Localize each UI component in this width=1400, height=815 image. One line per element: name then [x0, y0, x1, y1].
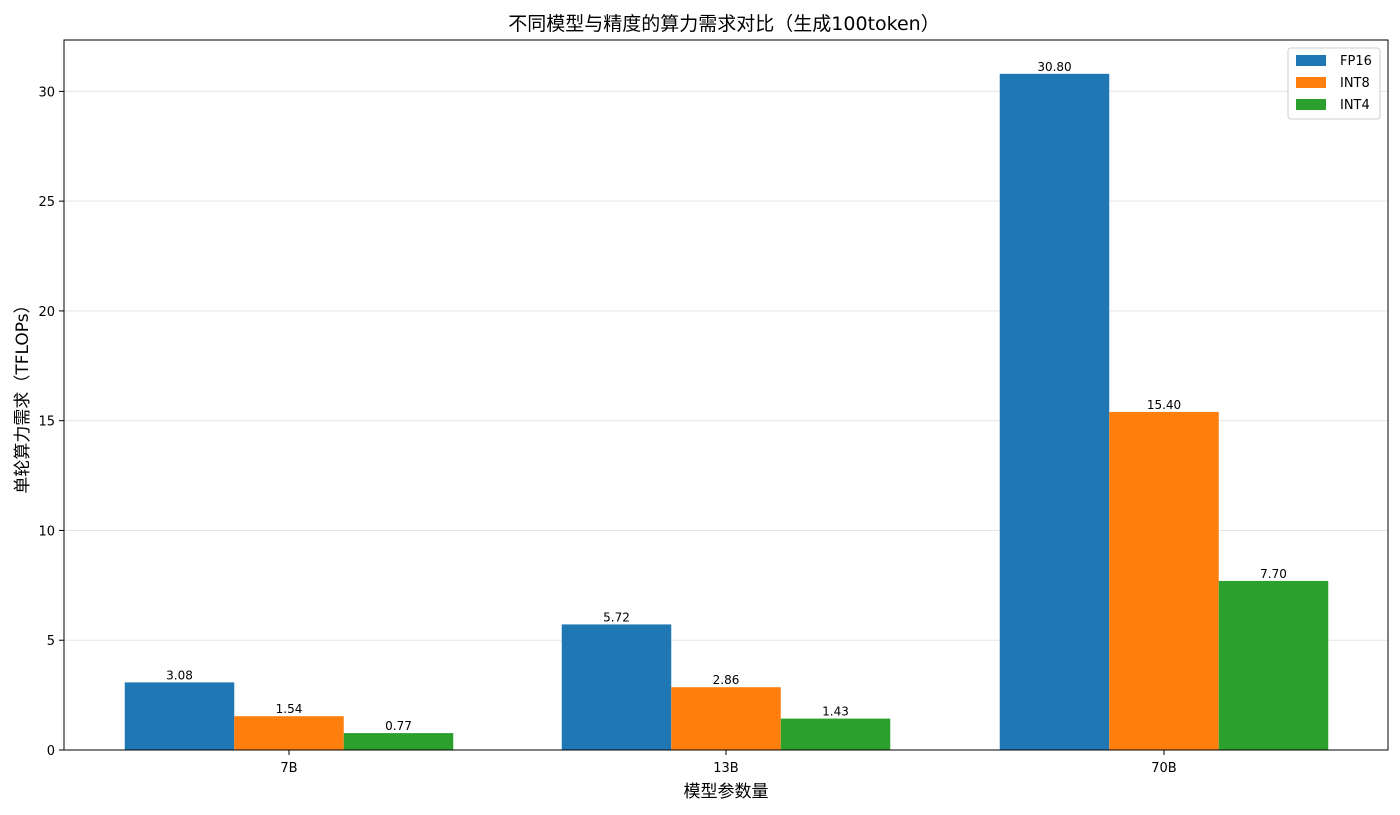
data-label: 2.86: [713, 673, 740, 687]
y-tick-label: 30: [38, 85, 55, 100]
bar-fp16-7b: [124, 682, 235, 750]
chart-title: 不同模型与精度的算力需求对比（生成100token）: [508, 13, 939, 35]
y-tick-label: 5: [47, 634, 55, 649]
bar-int4-70b: [1218, 580, 1329, 750]
data-label: 30.80: [1037, 60, 1071, 74]
y-tick-label: 25: [38, 195, 55, 210]
x-axis-label: 模型参数量: [684, 782, 769, 802]
y-axis-ticks: 0 5 10 15 20 25 30: [38, 85, 64, 759]
legend: FP16 INT8 INT4: [1287, 47, 1381, 120]
bar-int8-7b: [234, 716, 344, 750]
bars: [124, 73, 1329, 751]
bar-fp16-13b: [561, 624, 672, 750]
bar-int8-13b: [671, 687, 781, 750]
legend-swatch-int8: [1296, 77, 1326, 88]
y-tick-label: 15: [38, 415, 55, 430]
bar-int4-13b: [780, 718, 891, 750]
data-label: 0.77: [385, 719, 412, 733]
data-labels: 3.08 5.72 30.80 1.54 2.86 15.40 0.77 1.43 7.70: [166, 60, 1287, 733]
legend-label-fp16: FP16: [1340, 54, 1372, 69]
x-tick-label: 13B: [713, 761, 738, 776]
data-label: 1.43: [822, 705, 849, 719]
bar-fp16-70b: [999, 73, 1110, 751]
legend-swatch-int4: [1296, 99, 1326, 110]
x-tick-label: 70B: [1151, 761, 1176, 776]
data-label: 15.40: [1147, 398, 1181, 412]
data-label: 7.70: [1260, 567, 1287, 581]
data-label: 3.08: [166, 668, 193, 682]
x-axis-ticks: 7B 13B 70B: [280, 750, 1177, 776]
bar-int8-70b: [1109, 411, 1219, 750]
legend-swatch-fp16: [1296, 55, 1326, 66]
legend-label-int4: INT4: [1340, 98, 1370, 113]
data-label: 1.54: [276, 702, 303, 716]
x-tick-label: 7B: [280, 761, 297, 776]
bar-int4-7b: [343, 733, 454, 750]
y-tick-label: 10: [38, 524, 55, 539]
y-axis-label: 单轮算力需求（TFLOPs）: [13, 296, 33, 493]
legend-label-int8: INT8: [1340, 76, 1370, 91]
y-tick-label: 20: [38, 305, 55, 320]
y-tick-label: 0: [47, 744, 55, 759]
data-label: 5.72: [603, 610, 630, 624]
